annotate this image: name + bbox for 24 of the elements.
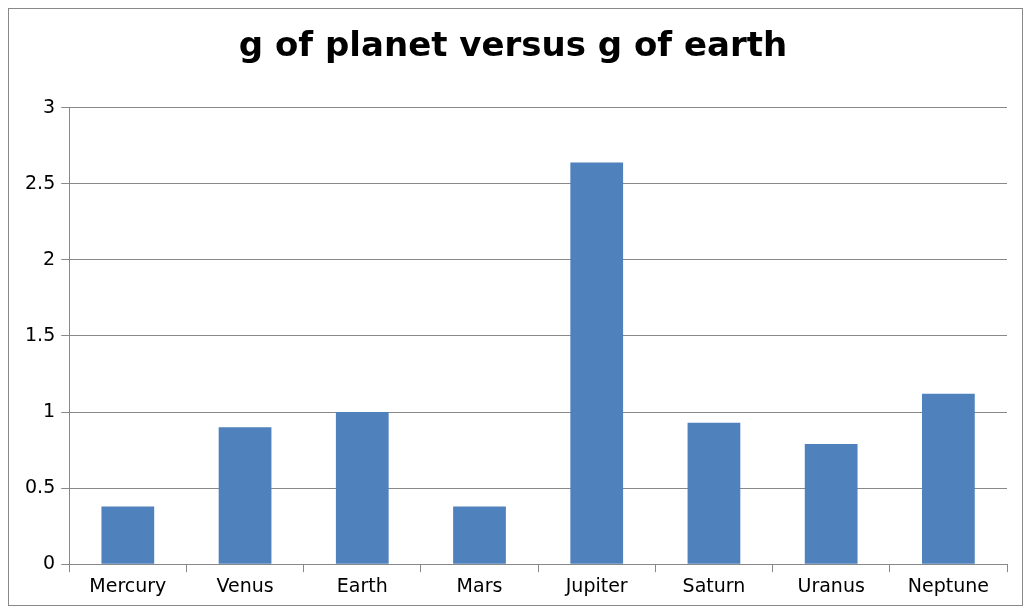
x-tick-label: Earth: [336, 573, 388, 596]
x-tick-label: Neptune: [907, 573, 989, 596]
bar: [335, 412, 389, 564]
chart-title: g of planet versus g of earth: [238, 24, 788, 65]
x-tick-label: Venus: [216, 573, 274, 596]
y-tick-label: 1.5: [25, 322, 56, 345]
y-tick-label: 2.5: [25, 170, 56, 193]
bar: [101, 506, 155, 564]
bar: [804, 444, 858, 564]
x-tick-label: Mars: [456, 573, 503, 596]
bar: [218, 427, 272, 564]
bar: [453, 506, 506, 564]
x-tick-label: Mercury: [89, 573, 167, 596]
x-tick-label: Uranus: [797, 573, 865, 596]
x-tick-label: Jupiter: [564, 573, 628, 596]
y-tick-label: 1: [43, 399, 56, 421]
bar: [570, 162, 624, 564]
y-tick-label: 0: [43, 551, 56, 574]
y-tick-label: 3: [43, 94, 56, 117]
x-tick-label: Saturn: [682, 573, 746, 596]
y-tick-label: 0.5: [25, 475, 56, 498]
bar: [687, 422, 741, 564]
y-tick-label: 2: [43, 246, 56, 269]
bar: [922, 393, 975, 564]
